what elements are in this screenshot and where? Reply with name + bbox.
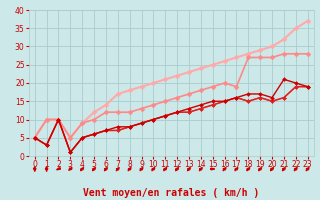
Text: Vent moyen/en rafales ( km/h ): Vent moyen/en rafales ( km/h ) xyxy=(83,188,259,198)
